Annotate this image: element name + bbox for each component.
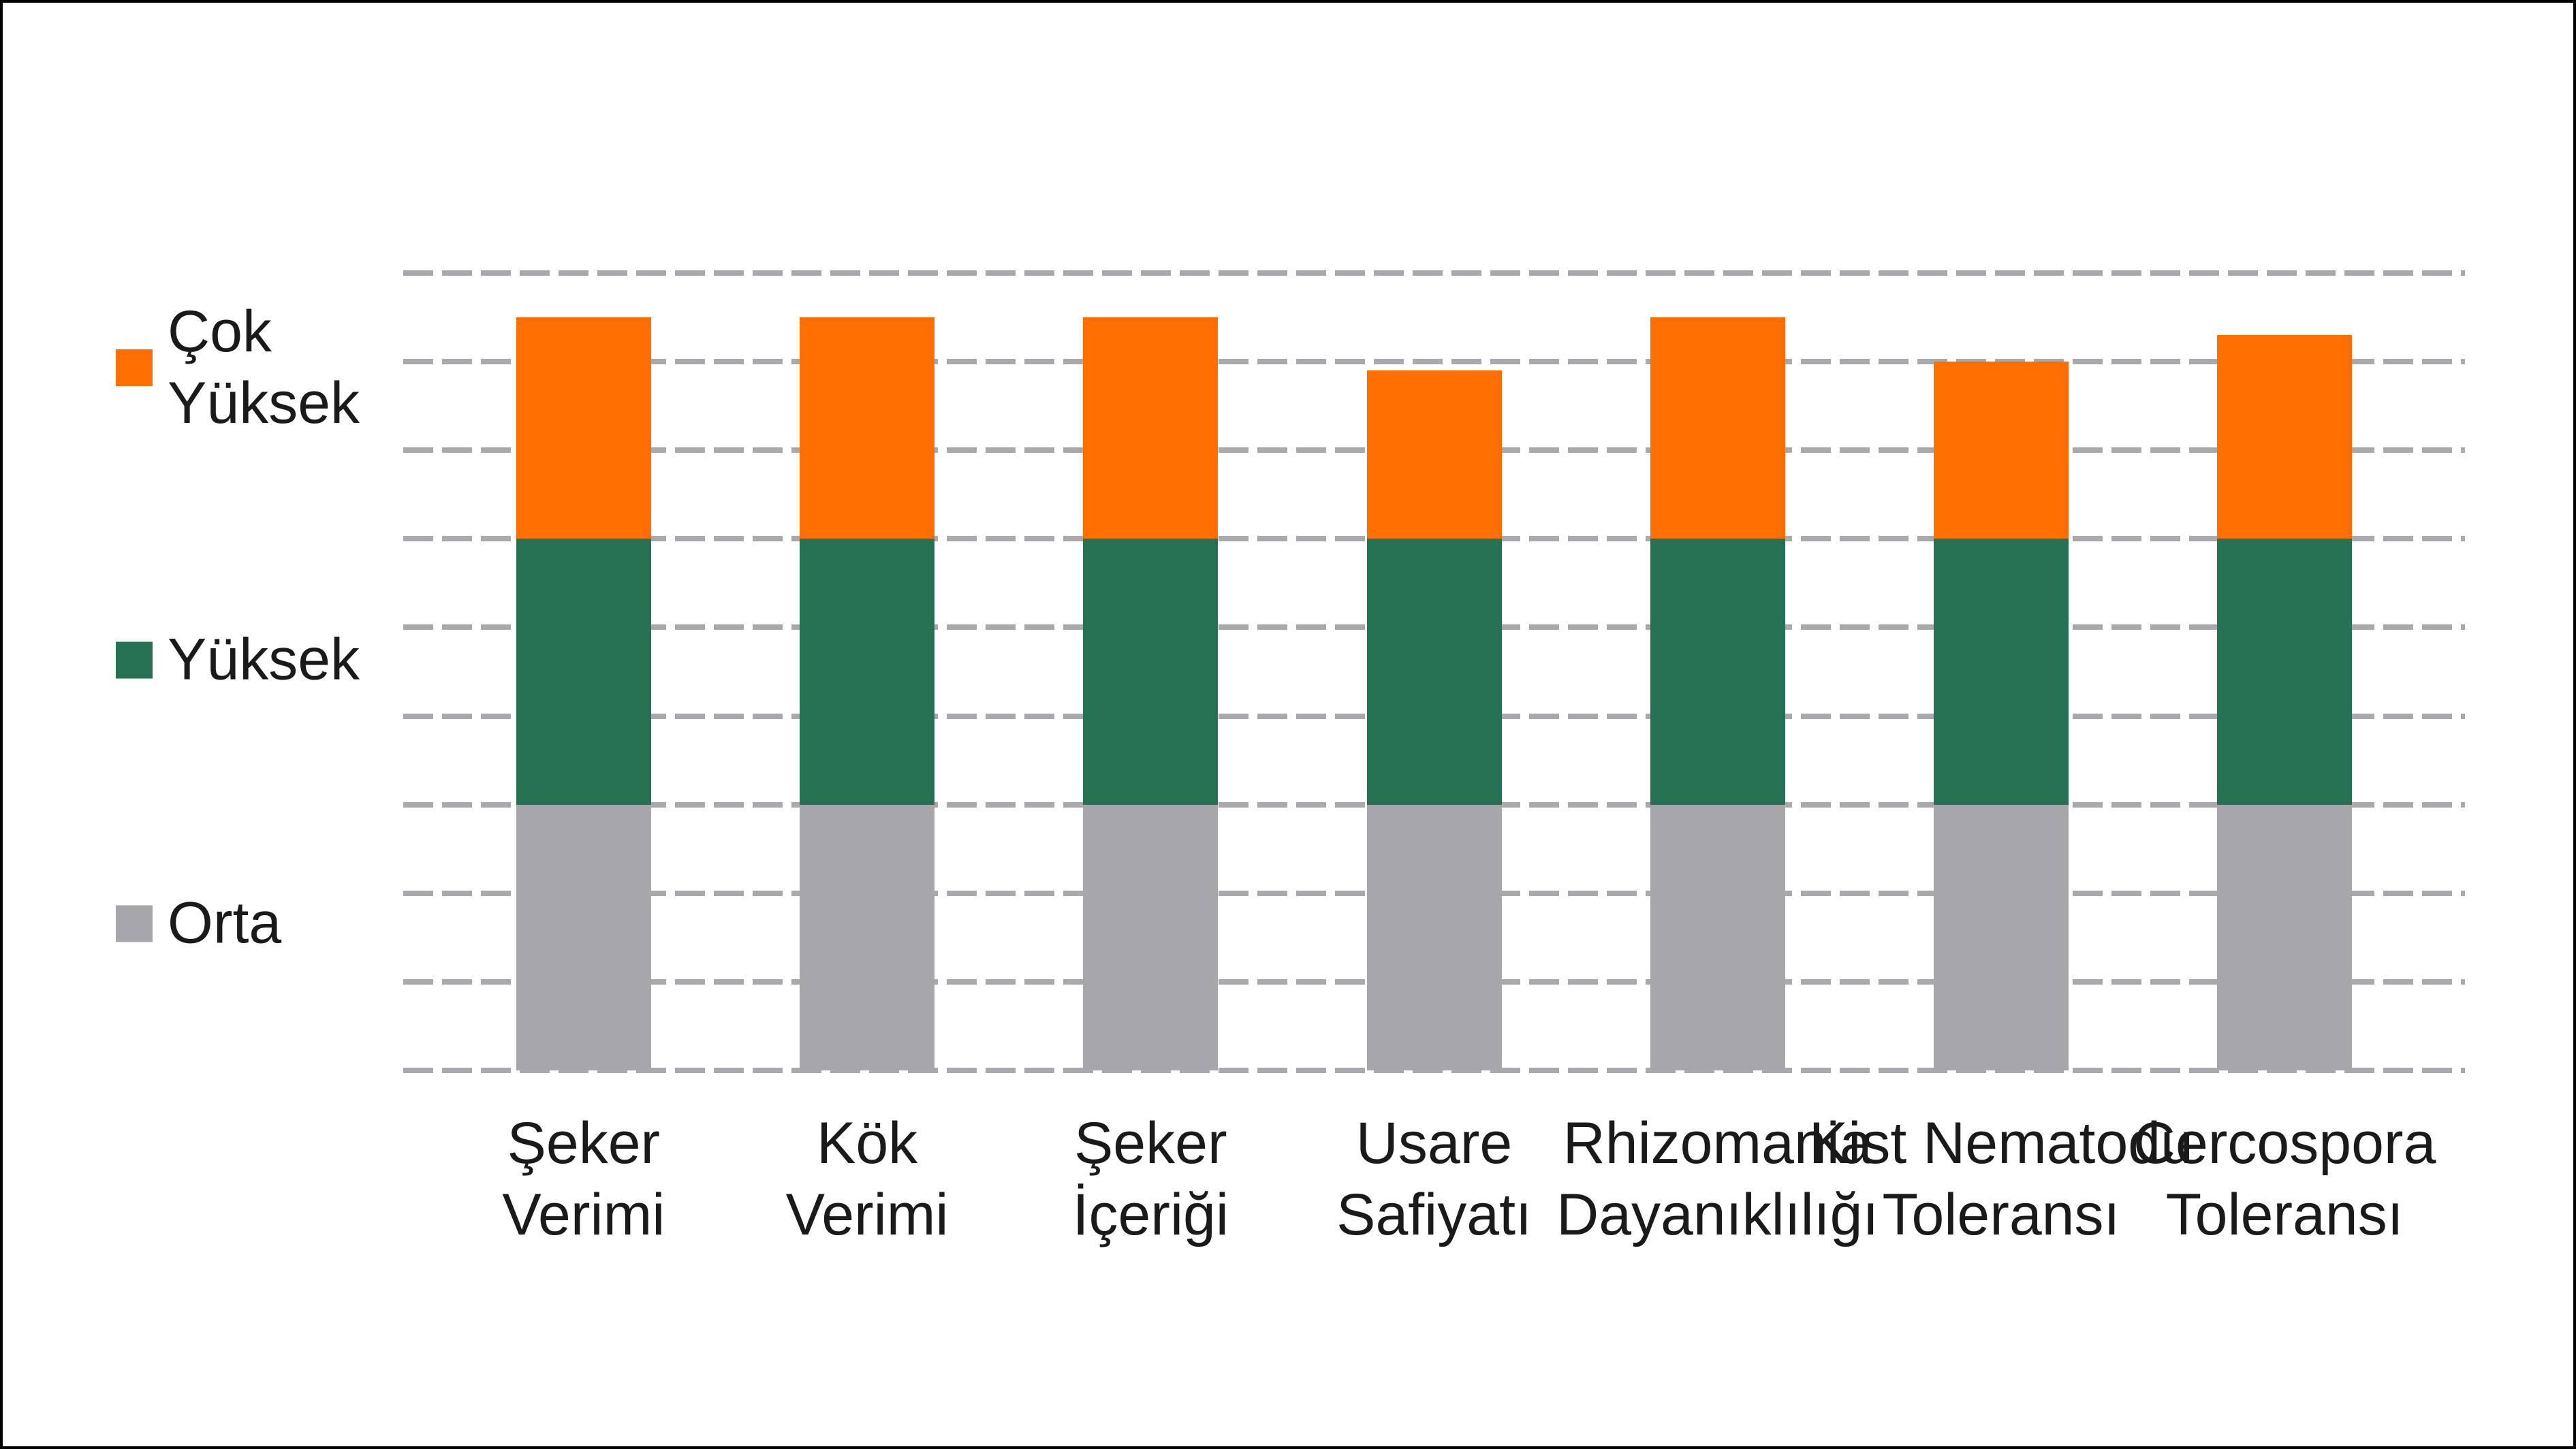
- gridline-y8: [403, 359, 2465, 365]
- bar-kok-verimi: [800, 317, 935, 1070]
- bar-seker-verimi: [516, 317, 651, 1070]
- bar-segment-cok-yuksek-kok-verimi: [800, 317, 935, 539]
- bar-segment-cok-yuksek-rhizomania-dayanikliligi: [1650, 317, 1785, 539]
- x-label-seker-icerigi: Şeker İçeriği: [1072, 1111, 1229, 1247]
- x-label-usare-safiyati: Usare Safiyatı: [1336, 1111, 1532, 1247]
- plot-area: [403, 270, 2465, 1073]
- bar-rhizomania-dayanikliligi: [1650, 317, 1785, 1070]
- bar-seker-icerigi: [1083, 317, 1219, 1070]
- x-label-rhizomania-dayanikliligi: Rhizomania Dayanıklılığı: [1556, 1111, 1879, 1247]
- bar-segment-yuksek-seker-icerigi: [1083, 539, 1219, 805]
- x-label-kist-nematodu-toleransi: Kist Nematodu Toleransı: [1808, 1111, 2193, 1247]
- legend-label-cok-yuksek: Çok Yüksek: [168, 299, 360, 436]
- bar-segment-orta-seker-icerigi: [1083, 804, 1219, 1070]
- legend-label-yuksek: Yüksek: [168, 626, 360, 692]
- bar-segment-orta-rhizomania-dayanikliligi: [1650, 804, 1785, 1070]
- bar-usare-safiyati: [1366, 370, 1502, 1070]
- legend-item-orta: Orta: [116, 888, 281, 959]
- bar-cercospora-toleransi: [2217, 335, 2353, 1070]
- bar-segment-orta-cercospora-toleransi: [2217, 804, 2353, 1070]
- bar-segment-orta-kist-nematodu-toleransi: [1933, 804, 2069, 1070]
- bar-segment-cok-yuksek-cercospora-toleransi: [2217, 335, 2353, 539]
- gridline-y0: [403, 1068, 2465, 1073]
- bar-segment-yuksek-kist-nematodu-toleransi: [1933, 539, 2069, 805]
- bar-segment-cok-yuksek-kist-nematodu-toleransi: [1933, 362, 2069, 539]
- legend-item-yuksek: Yüksek: [116, 624, 360, 696]
- bar-segment-yuksek-cercospora-toleransi: [2217, 539, 2353, 805]
- legend-swatch-yuksek: [116, 641, 153, 678]
- bar-segment-yuksek-rhizomania-dayanikliligi: [1650, 539, 1785, 805]
- bar-segment-cok-yuksek-seker-verimi: [516, 317, 651, 539]
- x-label-kok-verimi: Kök Verimi: [785, 1111, 949, 1247]
- bar-kist-nematodu-toleransi: [1933, 362, 2069, 1070]
- legend-item-cok-yuksek: Çok Yüksek: [116, 296, 360, 439]
- legend-swatch-cok-yuksek: [116, 349, 153, 386]
- x-label-cercospora-toleransi: Cercospora Toleransı: [2133, 1111, 2436, 1247]
- x-label-seker-verimi: Şeker Verimi: [502, 1111, 665, 1247]
- bar-segment-orta-seker-verimi: [516, 804, 651, 1070]
- bar-segment-orta-usare-safiyati: [1366, 804, 1502, 1070]
- x-axis-labels: Şeker Verimi Kök Verimi Şeker İçeriği Usare…: [403, 1108, 2465, 1299]
- bar-segment-yuksek-usare-safiyati: [1366, 539, 1502, 805]
- bar-segment-orta-kok-verimi: [800, 804, 935, 1070]
- bar-segment-yuksek-kok-verimi: [800, 539, 935, 805]
- bar-segment-cok-yuksek-seker-icerigi: [1083, 317, 1219, 539]
- gridline-y9: [403, 270, 2465, 276]
- bar-segment-yuksek-seker-verimi: [516, 539, 651, 805]
- legend-label-orta: Orta: [168, 890, 282, 956]
- legend-swatch-orta: [116, 905, 153, 942]
- bar-segment-cok-yuksek-usare-safiyati: [1366, 370, 1502, 539]
- legend: Çok Yüksek Yüksek Orta: [116, 3, 497, 1446]
